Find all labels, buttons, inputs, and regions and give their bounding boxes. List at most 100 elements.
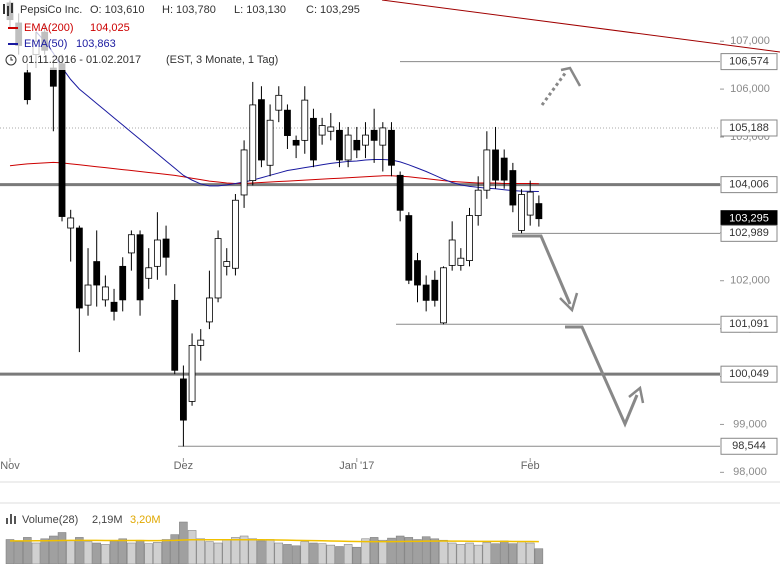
volume-icon [10,514,12,524]
candle-body [49,67,57,87]
volume-bar [361,538,370,564]
candle-body [535,203,543,220]
volume-bar [118,538,127,564]
level-box [720,224,778,242]
volume-bar [508,543,518,564]
volume-bar [31,542,41,564]
volume-bar [213,542,223,564]
quote-open: O: 103,610 [90,4,144,16]
level-label: 106,574 [729,56,769,68]
volume-bar [14,541,23,564]
candle-body [526,191,534,216]
candle-body [93,261,101,286]
ema-line [35,31,539,192]
candle-body [171,299,179,371]
volume-bar [300,541,310,564]
arrow-head [559,292,579,313]
candle-body [223,261,231,267]
level-label: 100,049 [729,368,769,380]
candle-body [379,127,387,146]
volume-bar [109,540,119,564]
candle-body [75,227,83,309]
level-box [720,365,778,383]
volume-bar [257,540,266,564]
volume-bar [196,538,205,564]
volume-bar [473,544,483,564]
y-tick-label: 99,000 [733,418,767,430]
volume-bar [317,543,327,564]
arrow-dotted [540,71,568,106]
volume-bar [265,539,275,564]
volume-bar [274,542,284,564]
forecast-arrows [512,66,645,428]
candle-body [310,117,317,161]
candle-body [110,301,118,312]
volume-bar [352,546,362,564]
volume-label: 2,19M [92,514,123,526]
candle-body [58,63,66,217]
candle-body [101,286,109,301]
candle-body [362,134,369,146]
volume-icon [6,518,8,524]
candle-body [249,104,257,181]
volume-bar [343,544,353,564]
volume-bar [75,537,84,564]
volume-bar [248,538,258,564]
quote-close: C: 103,295 [306,4,360,16]
x-tick-label: Jan '17 [339,460,374,472]
volume-bar [5,539,15,564]
volume-bar [499,540,509,564]
volume-bar [395,535,405,564]
level-box [720,437,778,455]
level-box [720,53,778,71]
y-tick-label: 102,000 [730,275,770,287]
volume-bar [144,543,153,564]
volume-bar [465,542,474,564]
candle-body [474,189,482,216]
level-label: 104,006 [729,179,769,191]
volume-bar [179,521,188,564]
candle-body [119,265,127,301]
volume-title: Volume(28) [22,514,78,526]
candle-body [162,238,170,258]
ema-line [9,161,539,185]
level-lines [0,61,720,447]
candle-body [136,234,144,301]
candle-body [509,170,517,206]
volume-bar [491,543,500,564]
volume-bar [40,538,49,564]
legend-name: EMA(200) [24,22,74,34]
volume-bar [83,541,93,564]
x-tick-label: Nov [0,460,20,472]
arrow-head [560,66,582,87]
candle-body [127,234,135,254]
candle-body [344,134,352,161]
volume-bar [456,544,466,564]
volume-header: Volume(28) 2,19M 3,20M [6,514,161,526]
x-tick-label: Feb [521,460,540,472]
candle-body [353,139,361,151]
candle-body [258,99,265,161]
volume-bar [231,537,240,564]
volume-bar [153,542,162,564]
header-icon [3,3,13,16]
candle-body [23,72,31,101]
header-background [0,0,300,70]
legend-name: EMA(50) [24,38,67,50]
volume-bar [66,539,75,564]
volume-average [10,538,539,543]
volume-bar [447,542,457,564]
candle-body [67,217,75,229]
arrow-down [512,234,572,305]
candle-body [483,149,491,191]
candle-body [232,199,239,269]
volume-bar [222,539,231,564]
legend-value: 104,025 [90,22,130,34]
y-tick-label: 106,000 [730,83,770,95]
candle-body [318,125,326,136]
volume-bar [482,542,492,564]
volume-bar [369,537,379,564]
volume-bar [517,541,526,564]
candle-body [179,378,187,421]
